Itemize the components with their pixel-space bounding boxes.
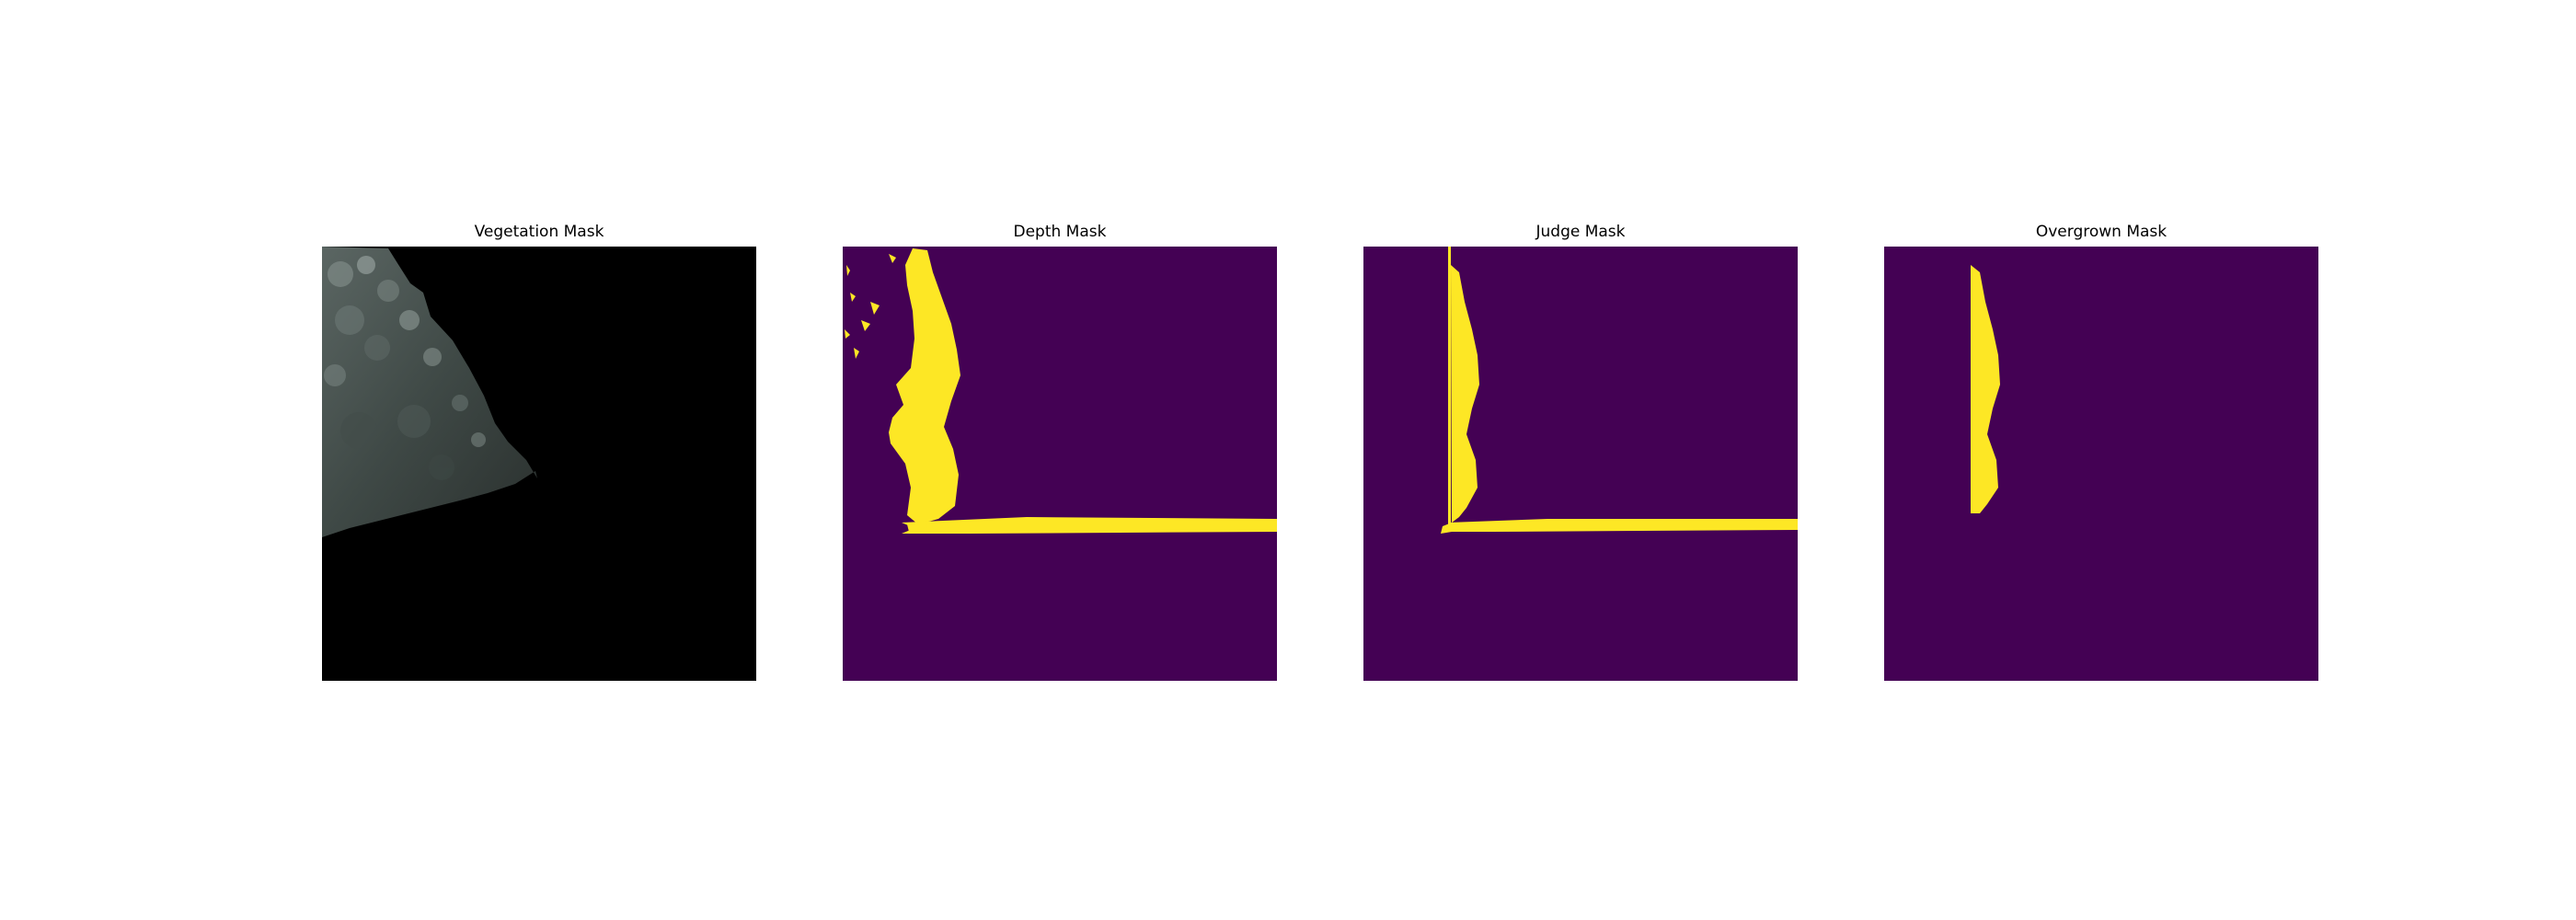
- vegetation-mask-image: [322, 247, 756, 681]
- overgrown-mask-image: [1884, 247, 2318, 681]
- judge-mask-background: [1363, 247, 1798, 681]
- overgrown-mask-background: [1884, 247, 2318, 681]
- depth-mask-foreground: [845, 248, 1277, 534]
- judge-mask-image: [1363, 247, 1798, 681]
- depth-mask-panel: Depth Mask: [843, 223, 1277, 681]
- judge-mask-foreground: [1441, 247, 1798, 534]
- judge-mask-panel: Judge Mask: [1363, 223, 1798, 681]
- vegetation-mask-title: Vegetation Mask: [474, 223, 604, 241]
- overgrown-mask-foreground: [1971, 265, 2000, 513]
- depth-mask-image: [843, 247, 1277, 681]
- vegetation-foliage-highlights: [324, 256, 486, 480]
- overgrown-mask-panel: Overgrown Mask: [1884, 223, 2318, 681]
- vegetation-region: [322, 247, 537, 537]
- overgrown-mask-title: Overgrown Mask: [2035, 223, 2168, 241]
- depth-mask-title: Depth Mask: [1013, 223, 1107, 241]
- vegetation-mask-panel: Vegetation Mask: [322, 223, 756, 681]
- judge-mask-title: Judge Mask: [1535, 223, 1626, 241]
